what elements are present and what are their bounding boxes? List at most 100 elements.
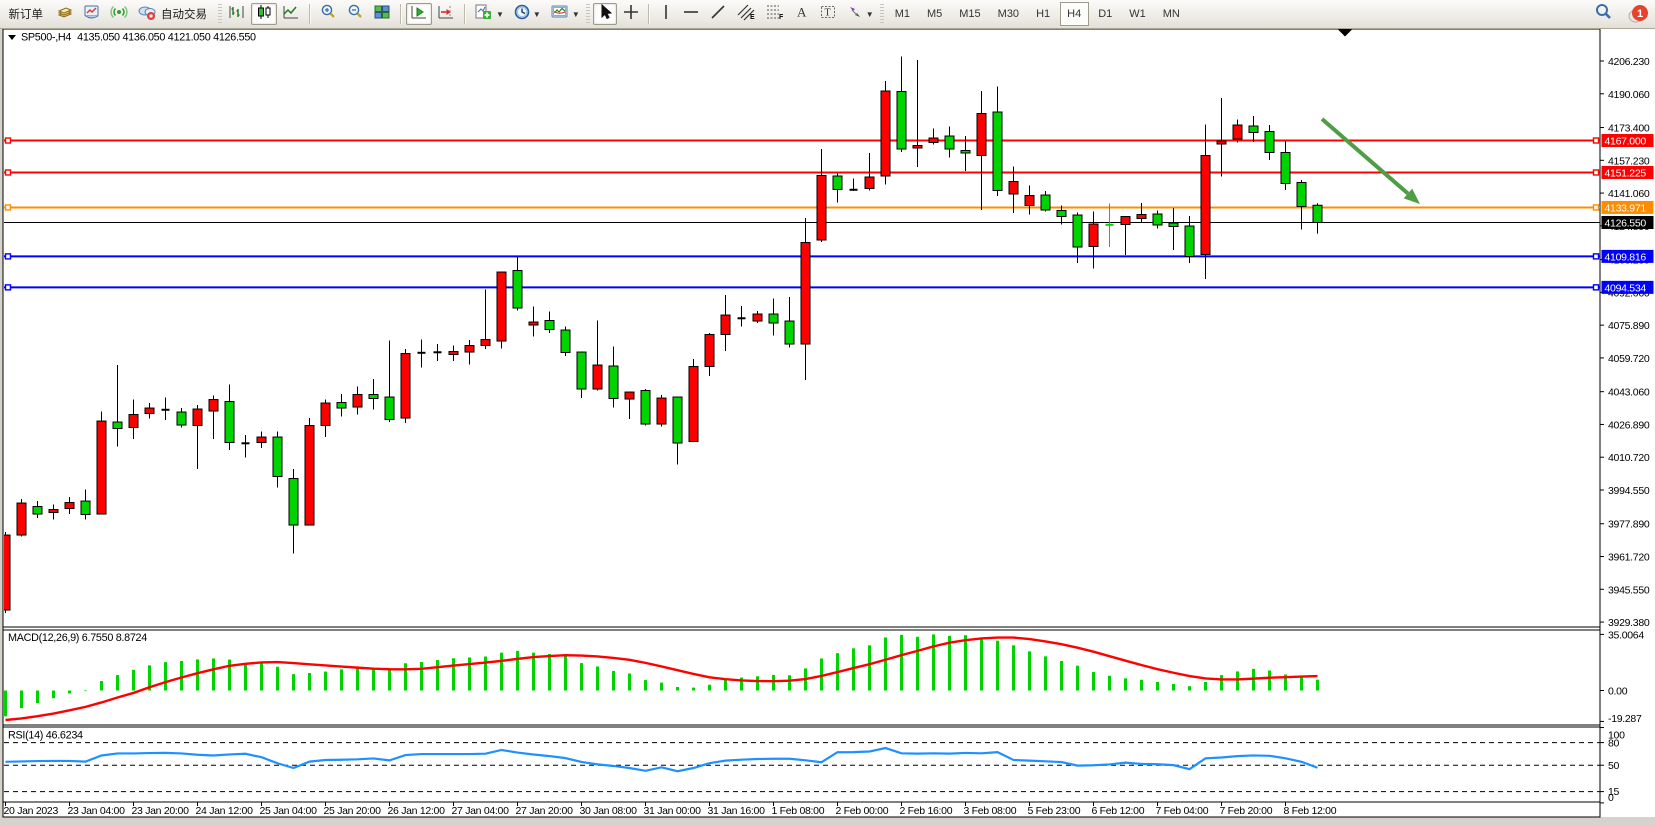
- timeframe-d1[interactable]: D1: [1098, 8, 1113, 20]
- horizontal-line-button[interactable]: [678, 3, 704, 25]
- trend-arrow-shaft[interactable]: [1320, 117, 1410, 196]
- vertical-line-button[interactable]: [655, 3, 677, 25]
- candle-25[interactable]: [400, 349, 411, 424]
- timeframe-m5[interactable]: M5: [926, 8, 943, 20]
- trend-arrow-head[interactable]: [1403, 188, 1420, 204]
- candle-29[interactable]: [464, 340, 475, 365]
- candle-44[interactable]: [704, 333, 715, 377]
- candle-23[interactable]: [368, 379, 379, 410]
- new-chart-button[interactable]: [79, 3, 105, 25]
- new-order-button[interactable]: 新订单: [1, 3, 52, 25]
- hline-marker[interactable]: [4, 137, 12, 144]
- candle-11[interactable]: [176, 408, 187, 428]
- timeframe-w1[interactable]: W1: [1129, 8, 1146, 20]
- candle-5[interactable]: [80, 489, 91, 520]
- line-chart-button[interactable]: [278, 3, 304, 25]
- candle-49[interactable]: [784, 297, 795, 348]
- candle-22[interactable]: [352, 386, 363, 415]
- candle-67[interactable]: [1072, 212, 1083, 264]
- candle-8[interactable]: [128, 399, 139, 440]
- candle-28[interactable]: [448, 345, 459, 362]
- candle-51[interactable]: [816, 149, 827, 243]
- candle-74[interactable]: [1184, 216, 1195, 264]
- candle-78[interactable]: [1248, 116, 1259, 143]
- trend-line-button[interactable]: [705, 3, 731, 25]
- candle-61[interactable]: [976, 90, 987, 211]
- candle-27[interactable]: [433, 344, 442, 362]
- candle-37[interactable]: [592, 320, 603, 391]
- autotrading-button[interactable]: 自动交易: [133, 3, 215, 25]
- templates-button[interactable]: ▼: [546, 3, 584, 25]
- candle-72[interactable]: [1152, 210, 1163, 229]
- candle-68[interactable]: [1088, 211, 1099, 269]
- candle-73[interactable]: [1168, 208, 1179, 251]
- bar-chart-button[interactable]: [224, 3, 250, 25]
- timeframe-m30[interactable]: M30: [997, 8, 1020, 20]
- hline-marker[interactable]: [4, 284, 12, 291]
- candle-62[interactable]: [992, 86, 1003, 197]
- candle-43[interactable]: [688, 359, 699, 443]
- candle-9[interactable]: [144, 403, 155, 419]
- candle-18[interactable]: [288, 469, 299, 554]
- candle-59[interactable]: [944, 126, 955, 158]
- candle-55[interactable]: [880, 81, 891, 185]
- search-button[interactable]: [1589, 3, 1617, 25]
- candle-82[interactable]: [1312, 203, 1323, 234]
- rsi-pane[interactable]: [4, 742, 1600, 793]
- candle-64[interactable]: [1024, 185, 1035, 215]
- candle-20[interactable]: [320, 399, 331, 438]
- hline-marker[interactable]: [4, 253, 12, 260]
- candle-40[interactable]: [640, 389, 651, 426]
- crosshair-button[interactable]: [618, 3, 644, 25]
- candle-16[interactable]: [256, 431, 267, 449]
- candle-6[interactable]: [96, 411, 107, 515]
- candle-14[interactable]: [224, 384, 235, 451]
- candle-46[interactable]: [737, 306, 746, 327]
- periods-button[interactable]: ▼: [509, 3, 545, 25]
- hline-marker[interactable]: [1592, 169, 1600, 176]
- hline-marker[interactable]: [1592, 204, 1600, 211]
- price-pane[interactable]: [1, 56, 1600, 614]
- candle-34[interactable]: [544, 311, 555, 334]
- candle-41[interactable]: [656, 395, 667, 427]
- candle-42[interactable]: [672, 396, 683, 465]
- auto-scroll-button[interactable]: [406, 3, 432, 25]
- candle-58[interactable]: [928, 128, 939, 145]
- candlestick-button[interactable]: [251, 3, 277, 25]
- candle-17[interactable]: [272, 431, 283, 488]
- candle-13[interactable]: [208, 395, 219, 440]
- arrows-button[interactable]: ▼: [842, 3, 878, 25]
- candle-35[interactable]: [560, 326, 571, 357]
- candle-76[interactable]: [1216, 98, 1227, 177]
- timeframe-h4[interactable]: H4: [1059, 2, 1089, 26]
- hline-marker[interactable]: [1592, 137, 1600, 144]
- candle-21[interactable]: [336, 394, 347, 417]
- candle-69[interactable]: [1105, 203, 1114, 248]
- hline-marker[interactable]: [4, 204, 12, 211]
- candle-54[interactable]: [864, 153, 875, 191]
- candle-38[interactable]: [608, 346, 619, 408]
- candle-80[interactable]: [1280, 141, 1291, 191]
- price-axis[interactable]: 4206.230 4190.060 4173.400 4157.230 4141.060…: [1600, 56, 1654, 804]
- candle-63[interactable]: [1008, 166, 1019, 214]
- candle-70[interactable]: [1120, 216, 1131, 256]
- candle-33[interactable]: [528, 306, 539, 337]
- candle-45[interactable]: [720, 295, 731, 352]
- candle-47[interactable]: [752, 311, 763, 324]
- chart-shift-button[interactable]: [433, 3, 459, 25]
- text-label-button[interactable]: T: [815, 3, 841, 25]
- candle-10[interactable]: [161, 397, 170, 421]
- hline-marker[interactable]: [4, 169, 12, 176]
- hline-marker[interactable]: [1592, 284, 1600, 291]
- candle-36[interactable]: [576, 351, 587, 399]
- candle-2[interactable]: [32, 501, 43, 519]
- candle-24[interactable]: [384, 340, 395, 423]
- market-watch-button[interactable]: [52, 3, 78, 25]
- candle-60[interactable]: [960, 136, 971, 172]
- candle-30[interactable]: [480, 289, 491, 350]
- timeframe-m15[interactable]: M15: [959, 8, 981, 20]
- equidistant-channel-button[interactable]: E: [732, 3, 760, 25]
- candle-26[interactable]: [417, 339, 426, 368]
- zoom-out-button[interactable]: [342, 3, 368, 25]
- candle-65[interactable]: [1040, 191, 1051, 212]
